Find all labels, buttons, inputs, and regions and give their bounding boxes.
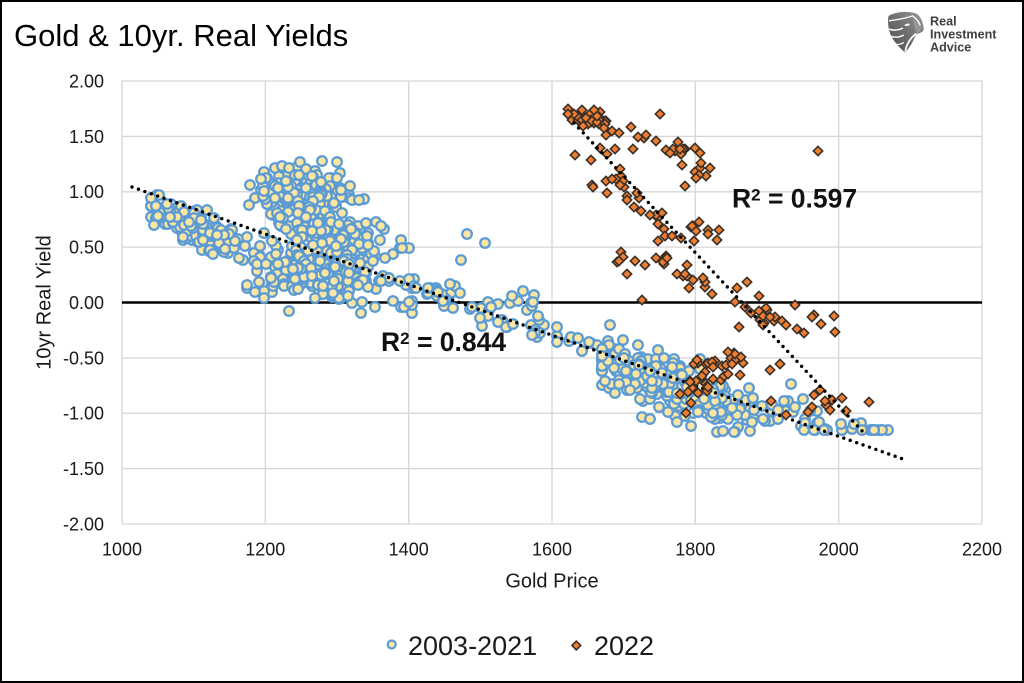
svg-text:1.00: 1.00 — [69, 182, 104, 202]
svg-text:1800: 1800 — [675, 540, 715, 560]
svg-text:1400: 1400 — [389, 540, 429, 560]
svg-text:10yr Real Yield: 10yr Real Yield — [34, 235, 56, 370]
svg-text:1.50: 1.50 — [69, 127, 104, 147]
svg-text:0.50: 0.50 — [69, 238, 104, 258]
svg-text:Investment: Investment — [930, 27, 997, 41]
svg-text:1000: 1000 — [102, 540, 142, 560]
svg-text:Gold & 10yr. Real Yields: Gold & 10yr. Real Yields — [14, 18, 348, 53]
svg-text:-2.00: -2.00 — [63, 514, 104, 534]
svg-text:-0.50: -0.50 — [63, 348, 104, 368]
svg-text:-1.00: -1.00 — [63, 404, 104, 424]
svg-text:1200: 1200 — [245, 540, 285, 560]
svg-text:2.00: 2.00 — [69, 71, 104, 91]
svg-text:0.00: 0.00 — [69, 293, 104, 313]
svg-text:1600: 1600 — [532, 540, 572, 560]
svg-text:2022: 2022 — [594, 631, 654, 661]
svg-text:Gold Price: Gold Price — [505, 571, 598, 593]
svg-text:-1.50: -1.50 — [63, 459, 104, 479]
svg-text:R2 = 0.597: R2 = 0.597 — [732, 184, 857, 214]
svg-text:2200: 2200 — [962, 540, 1002, 560]
svg-text:Advice: Advice — [930, 40, 971, 54]
svg-text:2000: 2000 — [819, 540, 859, 560]
svg-text:2003-2021: 2003-2021 — [408, 631, 537, 661]
svg-text:Real: Real — [930, 14, 957, 28]
svg-text:R2 = 0.844: R2 = 0.844 — [381, 327, 506, 357]
